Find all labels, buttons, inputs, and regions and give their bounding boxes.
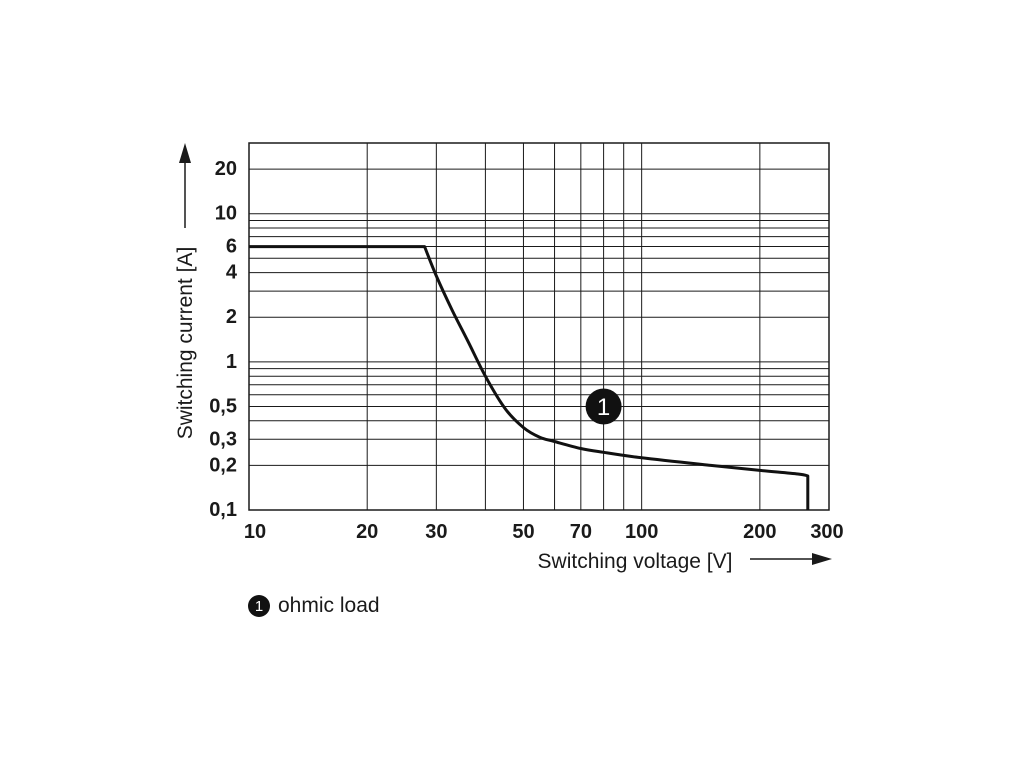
y-axis-label: Switching current [A] [174, 247, 197, 440]
x-tick-label: 100 [625, 521, 658, 543]
y-tick-label: 10 [215, 203, 237, 225]
series-ohmic-load-line [249, 245, 810, 510]
legend-label: ohmic load [278, 594, 380, 617]
x-axis-label: Switching voltage [V] [538, 550, 733, 573]
x-tick-label: 300 [810, 521, 843, 543]
grid [248, 142, 830, 511]
annotation-label: 1 [597, 394, 610, 421]
y-tick-label: 1 [226, 351, 237, 373]
x-tick-label: 50 [512, 521, 534, 543]
y-tick-label: 6 [226, 236, 237, 258]
x-tick-label: 20 [356, 521, 378, 543]
annotation-circle [585, 388, 622, 425]
y-tick-label: 0,5 [209, 395, 237, 417]
y-tick-label: 0,1 [209, 499, 237, 521]
x-tick-labels: 10 20 30 50 70 100 200 300 [244, 521, 844, 543]
x-tick-label: 200 [743, 521, 776, 543]
x-tick-label: 30 [425, 521, 447, 543]
plot-frame [248, 142, 830, 511]
x-tick-label: 70 [570, 521, 592, 543]
y-axis-arrow [179, 143, 191, 228]
y-tick-label: 0,2 [209, 454, 237, 476]
legend: 1 ohmic load [248, 594, 380, 618]
y-tick-label: 4 [226, 262, 238, 284]
y-tick-labels: 0,1 0,2 0,3 0,5 1 2 4 6 10 20 [209, 158, 238, 521]
legend-marker: 1 [248, 595, 270, 617]
y-tick-label: 0,3 [209, 428, 237, 450]
y-tick-label: 2 [226, 306, 237, 328]
x-tick-label: 10 [244, 521, 266, 543]
annotation-marker: 1 [585, 388, 622, 425]
y-tick-label: 20 [215, 158, 237, 180]
x-axis-arrow [750, 553, 832, 565]
